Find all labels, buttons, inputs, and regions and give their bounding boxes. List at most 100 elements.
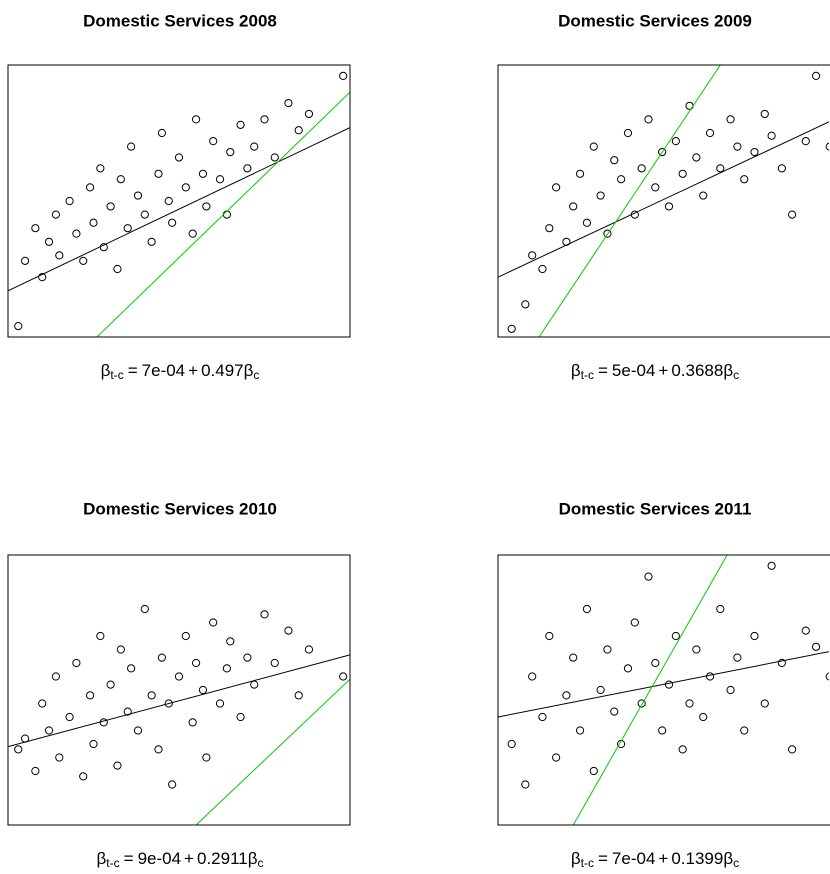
formula-symbol: β <box>248 849 258 868</box>
plot-area <box>498 555 829 825</box>
point <box>760 699 769 708</box>
point <box>270 153 279 162</box>
point <box>610 156 619 165</box>
point <box>538 264 547 274</box>
point <box>270 658 279 668</box>
point <box>596 191 605 200</box>
point <box>55 251 64 260</box>
point <box>726 115 735 124</box>
panel-title: Domestic Services 2009 <box>558 11 752 30</box>
point <box>192 658 201 668</box>
point <box>243 164 252 173</box>
point <box>44 726 54 735</box>
point <box>192 115 201 124</box>
point <box>777 658 786 668</box>
fit-line <box>8 654 350 748</box>
point <box>767 561 776 570</box>
point <box>157 653 166 662</box>
point <box>726 685 735 695</box>
point <box>733 142 742 151</box>
panel-title: Domestic Services 2011 <box>559 499 752 518</box>
point <box>678 169 687 178</box>
point <box>65 196 74 206</box>
fit-line <box>195 678 350 825</box>
formula-plus: + <box>188 361 198 380</box>
formula-slope: 0.1399 <box>671 849 723 868</box>
point <box>236 712 245 722</box>
point <box>767 131 776 140</box>
point <box>51 210 60 219</box>
formula-subscript: c <box>733 368 739 382</box>
plot-area <box>8 71 350 337</box>
point <box>284 98 293 108</box>
point <box>630 618 639 627</box>
point <box>250 142 259 151</box>
plot-frame <box>497 64 830 338</box>
point <box>637 164 646 173</box>
point <box>147 237 156 246</box>
point <box>760 109 769 119</box>
point <box>777 164 786 173</box>
point <box>140 604 149 614</box>
fit-line <box>572 555 728 825</box>
point <box>575 726 585 735</box>
point <box>14 745 23 754</box>
point <box>788 210 797 219</box>
point <box>209 618 218 627</box>
point <box>226 637 235 646</box>
point <box>174 153 184 162</box>
formula-slope: 0.497 <box>201 361 244 380</box>
point <box>38 273 47 282</box>
point <box>596 685 605 695</box>
formula-subscript: t-c <box>581 368 594 382</box>
point <box>644 572 653 581</box>
formula-intercept: 9e-04 <box>138 849 181 868</box>
formula-plus: + <box>184 849 194 868</box>
point <box>623 664 633 673</box>
point <box>664 202 674 211</box>
formula-subscript: t-c <box>106 856 119 870</box>
point <box>552 183 561 192</box>
point <box>113 264 122 274</box>
point <box>38 699 47 708</box>
formula: βt-c = 7e-04 +0.1399βc <box>571 849 739 870</box>
point <box>699 191 708 200</box>
plot-area <box>498 65 829 337</box>
formula: βt-c = 9e-04 +0.2911βc <box>97 849 264 870</box>
point <box>750 631 759 641</box>
point <box>202 202 211 211</box>
point <box>552 753 561 762</box>
point <box>603 229 612 238</box>
point <box>79 256 88 265</box>
point <box>154 745 163 754</box>
point <box>79 772 88 781</box>
point <box>569 653 578 662</box>
formula-symbol: β <box>97 849 107 868</box>
point <box>243 653 252 662</box>
point <box>123 224 132 233</box>
point <box>521 300 530 309</box>
point <box>788 745 797 754</box>
point <box>116 645 125 654</box>
point <box>623 128 633 138</box>
formula-symbol: β <box>571 361 581 380</box>
point <box>589 766 598 776</box>
formula-symbol: β <box>723 361 733 380</box>
plot-area <box>8 604 350 825</box>
point <box>603 645 612 654</box>
point <box>260 610 269 619</box>
point <box>575 169 585 178</box>
formula-slope: 0.3688 <box>671 361 723 380</box>
formula-subscript: t-c <box>110 368 123 382</box>
formula-subscript: t-c <box>581 856 594 870</box>
point <box>651 658 660 668</box>
fit-line <box>96 91 350 337</box>
formula-equals: = <box>598 849 608 868</box>
formula-slope: 0.2911 <box>197 849 248 868</box>
point <box>154 169 163 178</box>
point <box>339 672 348 681</box>
point <box>801 626 810 635</box>
